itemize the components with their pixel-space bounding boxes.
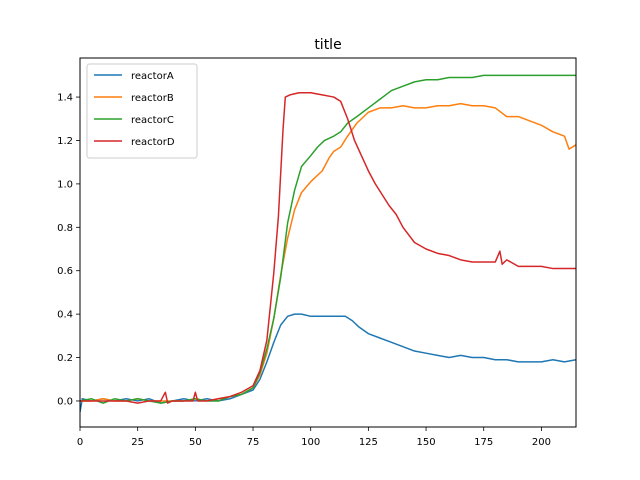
y-tick-label: 0.6 [57,266,73,277]
y-tick-label: 0.8 [57,223,73,234]
legend-label-reactorA: reactorA [131,71,174,82]
x-tick-label: 175 [474,437,493,448]
legend-label-reactorD: reactorD [131,137,175,148]
plot-frame [79,57,577,428]
y-tick-label: 1.0 [57,179,73,190]
x-tick-label: 200 [532,437,551,448]
x-tick-label: 75 [247,437,260,448]
legend-label-reactorC: reactorC [131,115,174,126]
x-tick-label: 150 [416,437,435,448]
legend-label-reactorB: reactorB [131,93,174,104]
y-tick-label: 1.4 [57,93,73,104]
legend-box [86,63,198,159]
y-axis: 0.0 0.2 0.4 0.6 0.8 1.0 1.2 1.4 [57,93,80,407]
series-layer [80,74,576,412]
y-tick-label: 0.4 [57,310,73,321]
x-axis: 0 25 50 75 100 125 150 175 200 [77,427,551,448]
x-tick-label: 125 [359,437,378,448]
y-tick-label: 0.0 [57,396,73,407]
x-tick-label: 0 [77,437,83,448]
legend: reactorA reactorB reactorC reactorD [86,63,198,159]
y-tick-label: 0.2 [57,353,73,364]
y-tick-label: 1.2 [57,136,73,147]
x-tick-label: 100 [301,437,320,448]
series-line-reactorD [80,91,576,404]
chart-title: title [314,37,341,53]
x-tick-label: 25 [131,437,144,448]
x-tick-label: 50 [189,437,202,448]
